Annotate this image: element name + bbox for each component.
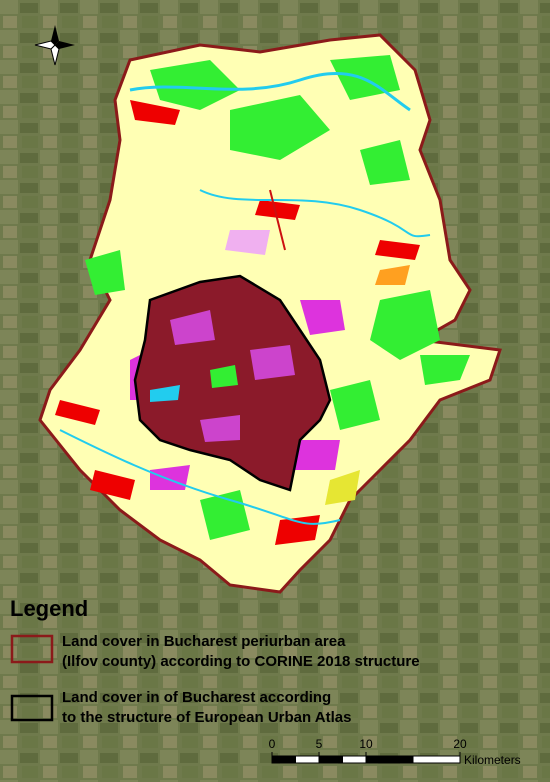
legend-label: Land cover in Bucharest periurban area (62, 633, 346, 650)
scale-segment (295, 755, 320, 764)
legend-title: Legend (10, 596, 88, 621)
scale-label: 20 (453, 737, 467, 751)
north-arrow (34, 25, 75, 66)
scale-segment (271, 755, 296, 764)
scale-label: 5 (316, 737, 323, 751)
legend-swatch-bucharest (10, 694, 54, 722)
scale-label: 10 (359, 737, 373, 751)
land-cover-patches (55, 55, 470, 545)
scale-segment (365, 755, 414, 764)
legend-label: (Ilfov county) according to CORINE 2018 … (62, 653, 420, 670)
bucharest-patches (150, 310, 295, 442)
legend-label: Land cover in of Bucharest according (62, 689, 331, 706)
scale-segment (318, 755, 343, 764)
scale-label: 0 (269, 737, 276, 751)
scale-segment (412, 755, 461, 764)
scale-segment (342, 755, 367, 764)
legend-swatch-ilfov (10, 634, 54, 664)
scale-unit: Kilometers (464, 753, 521, 767)
scale-bar: 0 5 10 20 Kilometers (269, 737, 521, 767)
legend-label: to the structure of European Urban Atlas (62, 709, 351, 726)
